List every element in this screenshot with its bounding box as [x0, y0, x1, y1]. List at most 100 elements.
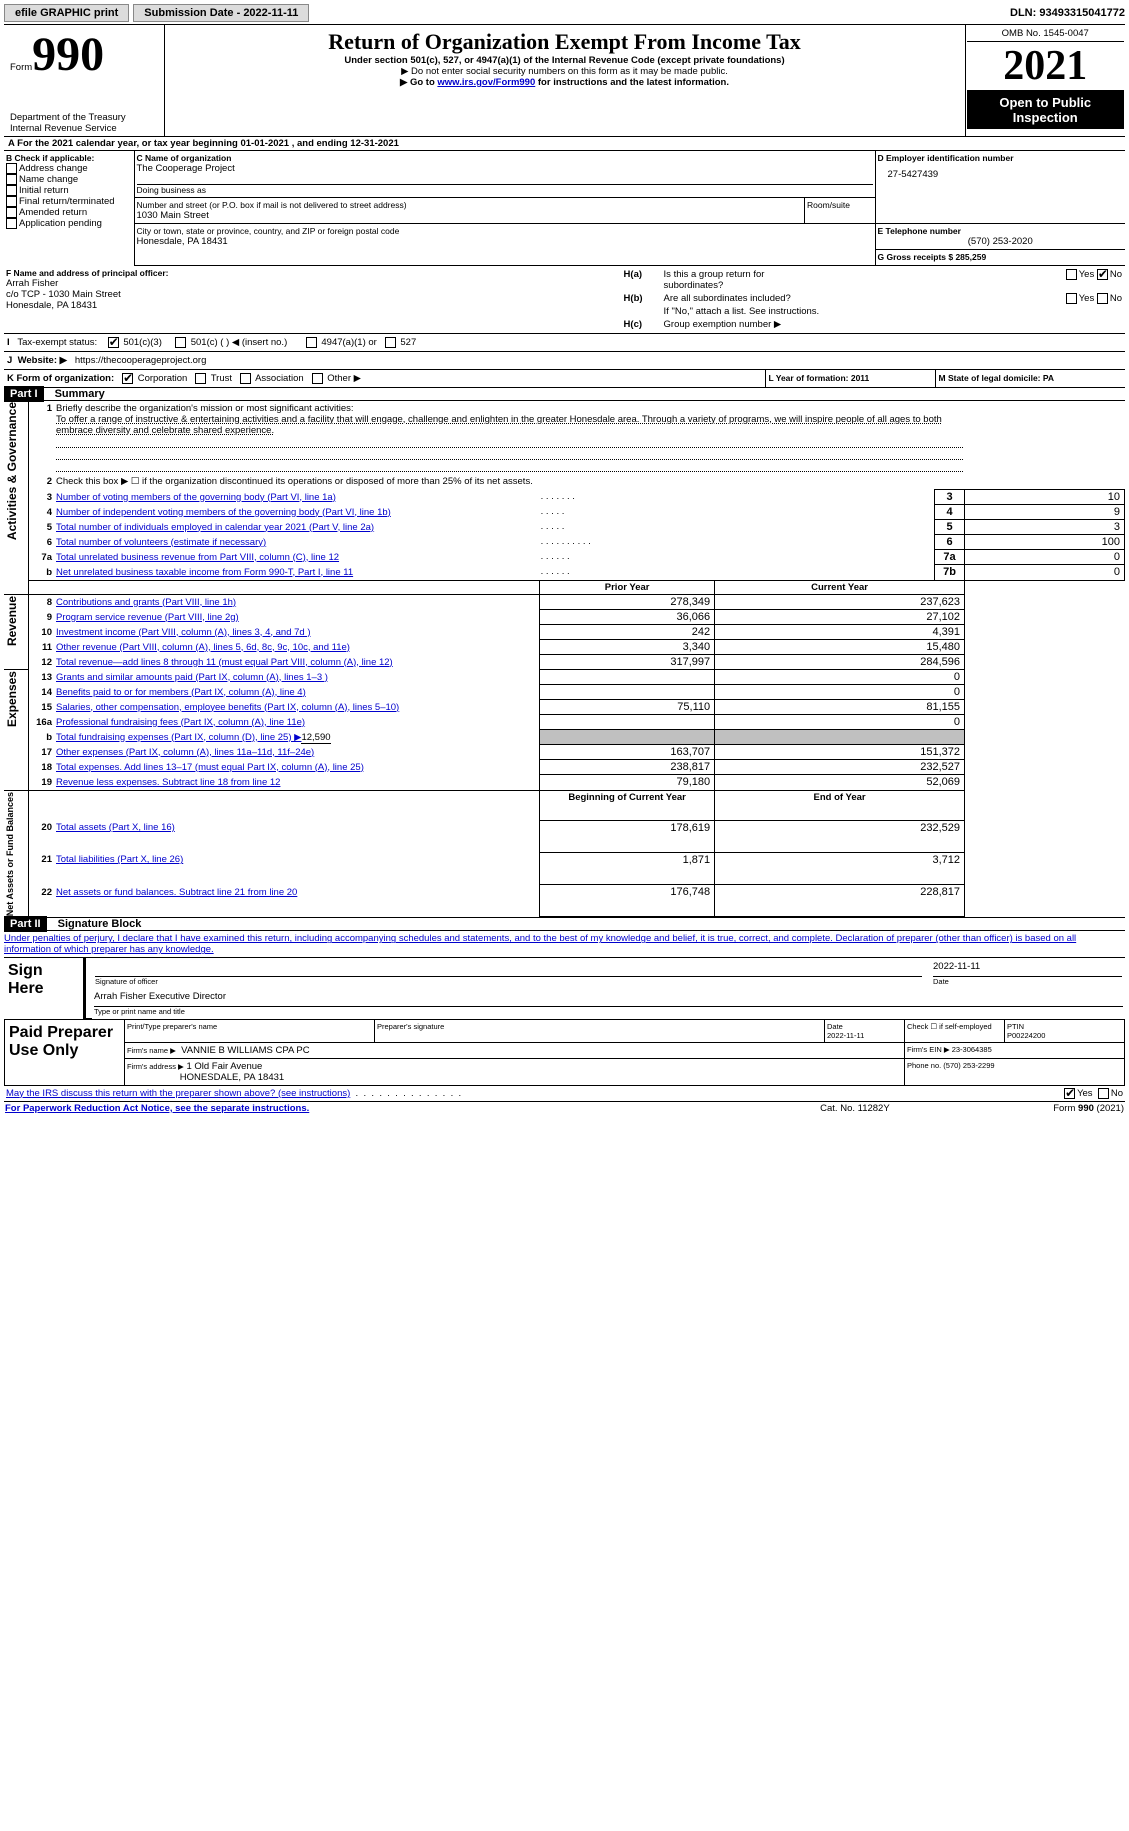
l-year-formation: L Year of formation: 2011 [769, 373, 870, 383]
entity-info-table: B Check if applicable: Address change Na… [4, 151, 1125, 266]
row-10-label[interactable]: Investment income (Part VIII, column (A)… [54, 625, 540, 640]
officer-addr2: Honesdale, PA 18431 [6, 300, 619, 311]
row-8-label[interactable]: Contributions and grants (Part VIII, lin… [54, 594, 540, 610]
b-opt-address-change[interactable]: Address change [6, 163, 132, 174]
hc-prefix: H(c) [623, 318, 663, 331]
row-20-label[interactable]: Total assets (Part X, line 16) [54, 820, 540, 852]
summary-table: Activities & Governance 1 Briefly descri… [4, 400, 1125, 917]
website-link[interactable]: https://thecooperageproject.org [75, 355, 207, 366]
row-9-curr: 27,102 [715, 610, 965, 625]
row-6-val: 100 [965, 535, 1125, 550]
header-bar: efile GRAPHIC print Submission Date - 20… [4, 4, 1125, 22]
tab-expenses: Expenses [5, 671, 19, 727]
discuss-no-checkbox[interactable] [1098, 1088, 1109, 1099]
hb-yes-checkbox[interactable] [1066, 293, 1077, 304]
row-11-curr: 15,480 [715, 640, 965, 655]
row-21-label[interactable]: Total liabilities (Part X, line 26) [54, 852, 540, 884]
row-22-prior: 176,748 [540, 885, 715, 917]
check-self-employed[interactable]: Check ☐ if self-employed [905, 1019, 1005, 1042]
hb-no-checkbox[interactable] [1097, 293, 1108, 304]
k-other-checkbox[interactable] [312, 373, 323, 384]
row-15-curr: 81,155 [715, 700, 965, 715]
tax-year: 2021 [967, 42, 1125, 91]
part1-header: Part I Summary [4, 388, 1125, 400]
col-begin-year: Beginning of Current Year [540, 790, 715, 820]
row-16a-label[interactable]: Professional fundraising fees (Part IX, … [54, 715, 540, 730]
501c3-checkbox[interactable] [108, 337, 119, 348]
subtitle-1: Under section 501(c), 527, or 4947(a)(1)… [169, 55, 961, 66]
row-17-prior: 163,707 [540, 745, 715, 760]
row-11-label[interactable]: Other revenue (Part VIII, column (A), li… [54, 640, 540, 655]
discuss-yes-checkbox[interactable] [1064, 1088, 1075, 1099]
room-suite-label: Room/suite [805, 198, 875, 223]
main-title: Return of Organization Exempt From Incom… [169, 29, 961, 55]
row-14-label[interactable]: Benefits paid to or for members (Part IX… [54, 685, 540, 700]
b-opt-name-change[interactable]: Name change [6, 174, 132, 185]
row-7a-label[interactable]: Total unrelated business revenue from Pa… [54, 550, 540, 565]
row-12-label[interactable]: Total revenue—add lines 8 through 11 (mu… [54, 655, 540, 670]
row-11-prior: 3,340 [540, 640, 715, 655]
k-trust-checkbox[interactable] [195, 373, 206, 384]
b-opt-final-return[interactable]: Final return/terminated [6, 196, 132, 207]
irs-link[interactable]: www.irs.gov/Form990 [437, 77, 535, 88]
row-17-label[interactable]: Other expenses (Part IX, column (A), lin… [54, 745, 540, 760]
hc-label: Group exemption number ▶ [663, 318, 1123, 331]
b-opt-amended[interactable]: Amended return [6, 207, 132, 218]
b-opt-initial-return[interactable]: Initial return [6, 185, 132, 196]
b-opt-pending[interactable]: Application pending [6, 218, 132, 229]
row-18-prior: 238,817 [540, 760, 715, 775]
title-block: Form990 Department of the Treasury Inter… [4, 24, 1125, 137]
col-current-year: Current Year [715, 580, 965, 594]
row-15-label[interactable]: Salaries, other compensation, employee b… [54, 700, 540, 715]
line1-label: Briefly describe the organization's miss… [56, 403, 354, 414]
col-end-year: End of Year [715, 790, 965, 820]
row-16b-prior-shaded [540, 730, 715, 745]
subtitle-3-prefix: ▶ Go to [400, 77, 437, 88]
g-gross-receipts: G Gross receipts $ 285,259 [878, 252, 987, 262]
row-4-label[interactable]: Number of independent voting members of … [54, 505, 540, 520]
ha-yes-checkbox[interactable] [1066, 269, 1077, 280]
efile-print-button[interactable]: efile GRAPHIC print [4, 4, 129, 22]
row-7b-label[interactable]: Net unrelated business taxable income fr… [54, 565, 540, 581]
submission-date-button[interactable]: Submission Date - 2022-11-11 [133, 4, 309, 22]
row-22-label[interactable]: Net assets or fund balances. Subtract li… [54, 885, 540, 917]
hb-note: If "No," attach a list. See instructions… [663, 305, 1123, 318]
row-5-label[interactable]: Total number of individuals employed in … [54, 520, 540, 535]
prep-name-label: Print/Type preparer's name [125, 1019, 375, 1042]
row-13-label[interactable]: Grants and similar amounts paid (Part IX… [54, 670, 540, 685]
4947-checkbox[interactable] [306, 337, 317, 348]
k-corp-checkbox[interactable] [122, 373, 133, 384]
part1-title: Summary [47, 388, 105, 400]
row-19-label[interactable]: Revenue less expenses. Subtract line 18 … [54, 775, 540, 791]
row-18-label[interactable]: Total expenses. Add lines 13–17 (must eq… [54, 760, 540, 775]
row-13-prior [540, 670, 715, 685]
row-16b-curr-shaded [715, 730, 965, 745]
row-12-curr: 284,596 [715, 655, 965, 670]
527-checkbox[interactable] [385, 337, 396, 348]
sign-here-table: Sign Here Signature of officer 2022-11-1… [4, 957, 1125, 1019]
ha-prefix: H(a) [623, 268, 663, 292]
c-name-label: C Name of organization [137, 153, 873, 163]
footer-left[interactable]: For Paperwork Reduction Act Notice, see … [4, 1102, 766, 1115]
line2-text: Check this box ▶ ☐ if the organization d… [54, 474, 965, 490]
row-7a-val: 0 [965, 550, 1125, 565]
row-7b-val: 0 [965, 565, 1125, 581]
row-3-label[interactable]: Number of voting members of the governin… [54, 490, 540, 505]
row-6-label[interactable]: Total number of volunteers (estimate if … [54, 535, 540, 550]
k-assoc-checkbox[interactable] [240, 373, 251, 384]
501c-checkbox[interactable] [175, 337, 186, 348]
ha-no-checkbox[interactable] [1097, 269, 1108, 280]
row-10-prior: 242 [540, 625, 715, 640]
footer-right: Form 990 (2021) [944, 1102, 1125, 1115]
firm-addr1: 1 Old Fair Avenue [186, 1061, 262, 1072]
row-16b-label[interactable]: Total fundraising expenses (Part IX, col… [56, 732, 301, 743]
mission-text: To offer a range of instructive & entert… [56, 414, 942, 436]
omb-number: OMB No. 1545-0047 [967, 26, 1125, 42]
row-4-val: 9 [965, 505, 1125, 520]
row-19-prior: 79,180 [540, 775, 715, 791]
row-9-label[interactable]: Program service revenue (Part VIII, line… [54, 610, 540, 625]
row-12-prior: 317,997 [540, 655, 715, 670]
ha-label2: subordinates? [664, 280, 724, 291]
irs-discuss-row: May the IRS discuss this return with the… [4, 1086, 1125, 1102]
org-name: The Cooperage Project [137, 163, 873, 174]
